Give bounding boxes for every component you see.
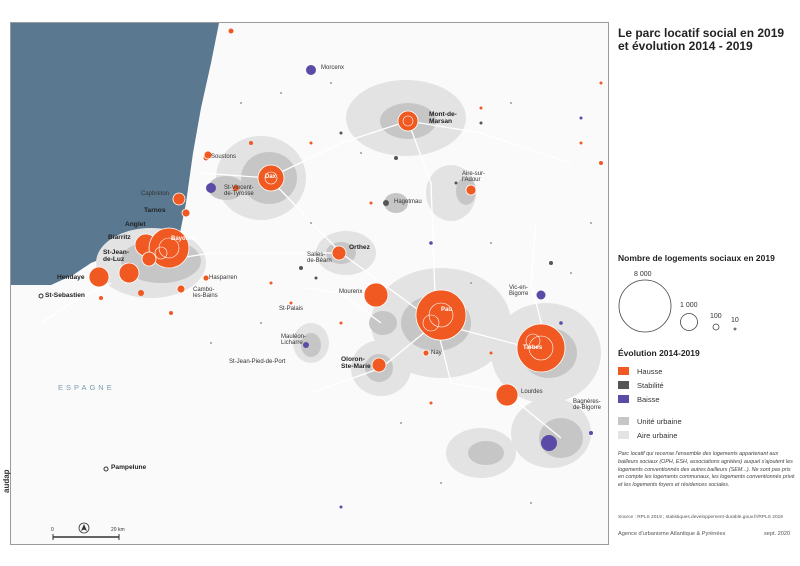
inner-circles (154, 115, 554, 361)
label-morcenx: Morcenx (321, 65, 345, 71)
legend-item-baisse: Baisse (618, 394, 660, 404)
label-bayonne: Bayonne (171, 236, 197, 242)
label-st-jean-pied-de-port: St-Jean-Pied-de-Port (229, 359, 286, 365)
label-cambo: Cambo-les-Bains (193, 287, 218, 300)
circle-tarnos (181, 208, 191, 218)
methodology-note: Parc locatif qui recense l'ensemble des … (618, 451, 795, 489)
circle-dax (257, 164, 285, 192)
label-vic-en-bigorre: Vic-en- Bigorre (509, 285, 529, 298)
label-tarbes: Tarbes (523, 345, 543, 351)
source-text: Source : RPLS 2019 ; statistiques.develo… (618, 515, 783, 520)
scale-end-label: 20 km (111, 527, 125, 533)
label-st-jean-de-luz: St-Jean-de-Luz (103, 249, 130, 263)
north-arrow-icon (78, 522, 90, 534)
size-label-10: 10 (731, 317, 739, 324)
label-biarritz: Biarritz (108, 234, 131, 241)
small-baisse-dots (206, 65, 593, 509)
label-espagne: ESPAGNE (58, 383, 115, 392)
size-label-100: 100 (710, 313, 722, 320)
circle-soustons (203, 150, 213, 160)
label-soustons: Soustons (211, 154, 237, 160)
legend-item-unite-urbaine: Unité urbaine (618, 416, 682, 426)
label-hagetmau: Hagetmau (394, 199, 422, 205)
map-frame[interactable]: Mont-de- Marsan Morcenx Dax Soustons Capb… (10, 22, 609, 545)
label-nay: Nay (431, 350, 442, 356)
baisse-swatch (618, 395, 629, 403)
label-tarnos: Tarnos (144, 207, 166, 214)
circle-st-jean-de-luz (118, 262, 140, 284)
label-lourdes: Lourdes (521, 389, 543, 395)
label-mauleon: Mauléon- Licharre (281, 334, 307, 347)
unite-urbaine-swatch (618, 417, 629, 425)
label-bagneres: Bagnères-de-Bigorre (573, 399, 602, 412)
label-salies: Salies-de-Béarn (307, 252, 332, 265)
audap-logo: audap (2, 469, 11, 493)
major-city-circles (88, 110, 566, 407)
circle-capbreton (172, 192, 186, 206)
aire-urbaine-swatch (618, 431, 629, 439)
map-title: Le parc locatif social en 2019 et évolut… (618, 26, 785, 54)
circle-biarritz (141, 251, 157, 267)
label-pau: Pau (441, 307, 453, 313)
label-anglet: Anglet (125, 221, 146, 228)
label-st-sebastien: St-Sebastien (45, 292, 85, 299)
circle-bayonne (148, 227, 190, 269)
label-aire-sur-adour: Aire-sur-l'Adour (462, 171, 486, 184)
circle-mont-de-marsan (397, 110, 419, 132)
label-oloron: Oloron- Ste-Marie (341, 356, 371, 370)
size-label-1000: 1 000 (680, 302, 698, 309)
label-st-vincent: St-Vincent-de-Tyrosse (224, 185, 254, 198)
atlantic-ocean (11, 23, 219, 285)
circle-mourenx (363, 282, 389, 308)
evolution-legend-title: Évolution 2014-2019 (618, 348, 700, 358)
label-hasparren: Hasparren (209, 275, 238, 281)
pampelune-marker (103, 466, 109, 472)
hausse-swatch (618, 367, 629, 375)
circle-oloron (371, 357, 387, 373)
circle-orthez (331, 245, 347, 261)
legend-item-stabilite: Stabilité (618, 380, 664, 390)
scale-start-label: 0 (51, 527, 54, 533)
map-canvas (11, 23, 603, 540)
circle-cambo (176, 284, 186, 294)
small-hausse-dots (99, 28, 603, 405)
size-legend-title: Nombre de logements sociaux en 2019 (618, 253, 775, 263)
circle-lourdes (495, 383, 519, 407)
date-credit: sept. 2020 (764, 531, 791, 537)
st-sebastien-marker (38, 293, 44, 299)
circle-aire (465, 184, 477, 196)
circle-hasparren (202, 274, 210, 282)
label-mont-de-marsan: Mont-de- Marsan (429, 111, 457, 125)
label-dax: Dax (265, 174, 277, 180)
circle-hendaye (88, 266, 110, 288)
label-capbreton: Capbreton (141, 191, 170, 197)
label-orthez: Orthez (349, 244, 370, 251)
label-pampelune: Pampelune (111, 464, 147, 471)
label-mourenx: Mourenx (339, 289, 363, 295)
circle-tarbes (516, 323, 566, 373)
small-commune-dots (210, 82, 592, 504)
circle-nay (422, 349, 430, 357)
small-stabilite-dots (299, 121, 553, 280)
agency-credit: Agence d'urbanisme Atlantique & Pyrénées (618, 531, 726, 537)
legend-panel: Le parc locatif social en 2019 et évolut… (618, 0, 798, 566)
stabilite-swatch (618, 381, 629, 389)
label-hendaye: Hendaye (57, 274, 85, 281)
legend-item-aire-urbaine: Aire urbaine (618, 430, 677, 440)
size-label-8000: 8 000 (634, 271, 652, 278)
label-st-palais: St-Palais (279, 306, 304, 312)
size-legend-circles (618, 279, 737, 333)
legend-item-hausse: Hausse (618, 366, 662, 376)
circle-pau (415, 289, 467, 341)
